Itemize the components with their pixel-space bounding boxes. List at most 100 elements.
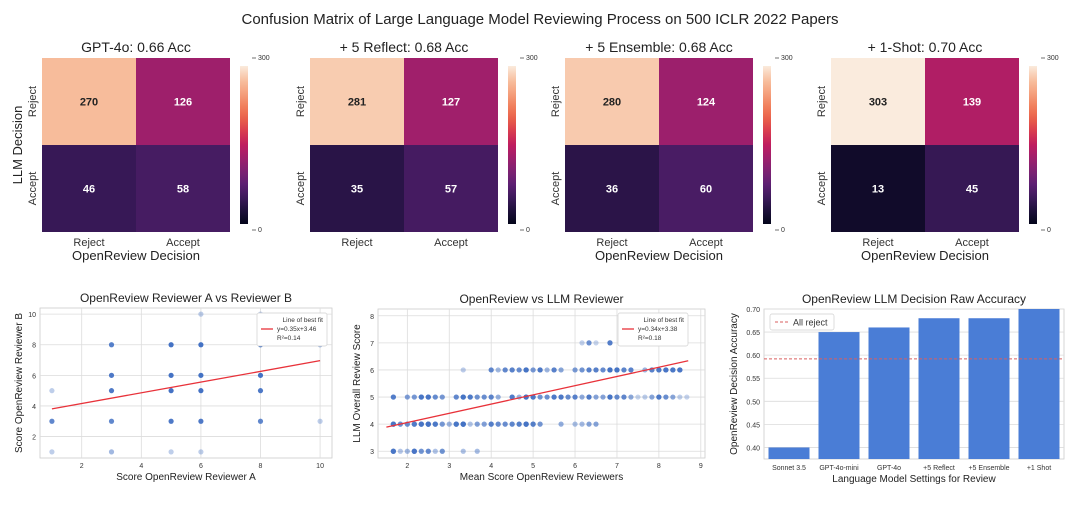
scatter-point [495,421,501,427]
scatter-point [537,394,543,400]
heatmap-x-axis-label: OpenReview Decision [861,248,989,263]
heatmap-cell [659,58,753,145]
x-tick-label: 8 [259,463,263,470]
scatter-point [411,448,417,454]
scatter-point [439,394,445,400]
bar [768,447,810,459]
x-tick-label: +1 Shot [1027,465,1051,472]
scatter-point [425,448,431,454]
y-tick-label: 0.40 [746,445,760,452]
scatter-point [418,421,424,427]
scatter-point [425,394,431,400]
y-tick-label: 4 [370,422,374,429]
scatter-point [439,421,445,427]
scatter-point [488,421,494,427]
heatmap-col-label: Reject [73,237,104,249]
x-tick-label: GPT-4o [877,465,901,472]
scatter-point [257,388,264,394]
scatter-point [168,388,174,394]
scatter-point [579,367,585,373]
heatmap-cell [925,58,1019,145]
heatmap-cell [831,58,925,145]
colorbar-tick-label: 0 [781,227,785,234]
heatmap-cell-value: 280 [603,97,621,109]
heatmap-row-label: Accept [27,172,39,206]
legend-r-squared: R²=0.14 [277,335,301,342]
scatter-point [418,394,424,400]
scatter-point [453,421,459,427]
scatter-point [495,394,501,400]
y-tick-label: 8 [370,314,374,321]
confusion-matrix: 303 139 13 45 + 1-Shot: 0.70 Acc Reject Accept… [816,39,1059,263]
x-tick-label: 6 [573,463,577,470]
heatmap-cell-value: 35 [351,184,363,196]
scatter-point [474,421,480,427]
heatmap-col-label: Reject [341,237,372,249]
scatter-point [411,421,417,427]
heatmap-y-axis-label: LLM Decision [10,106,25,185]
heatmap-cell-value: 46 [83,184,95,196]
scatter-point [453,394,459,400]
scatter-point [168,342,174,348]
x-tick-label: Sonnet 3.5 [772,465,806,472]
scatter-point [460,367,466,373]
scatter-point [108,388,115,394]
heatmap-cell [310,58,404,145]
scatter-point [593,394,599,400]
scatter-point [530,421,536,427]
scatter-point [600,394,606,400]
scatter-point [198,311,204,317]
heatmap-cell [565,58,659,145]
legend-box [617,312,689,347]
heatmap-cell-value: 60 [700,184,712,196]
heatmap-row-label: Reject [295,86,307,117]
scatter-point [523,367,529,373]
scatter-point [411,394,417,400]
scatter-point [558,421,564,427]
scatter-point [593,340,599,346]
scatter-point [495,367,501,373]
heatmap-cell-value: 126 [174,97,192,109]
colorbar-tick-label: 0 [526,227,530,234]
scatter-point [663,367,669,373]
scatter-point [579,340,585,346]
scatter-point [572,394,578,400]
chart-title: OpenReview vs LLM Reviewer [459,292,623,306]
heatmap-cell-value: 281 [348,97,366,109]
scatter-point [168,418,174,424]
scatter-point [649,394,655,400]
scatter-point [390,394,396,400]
heatmap-cell [310,145,404,232]
legend-box [256,312,328,347]
scatter-point [257,418,264,424]
colorbar-tick-label: 300 [781,55,793,62]
heatmap-cell [565,145,659,232]
y-tick-label: 10 [28,312,36,319]
scatter-point [649,394,655,400]
scatter-point [572,421,578,427]
y-axis-label: Score OpenReview Reviewer B [14,313,25,453]
heatmap-row-label: Accept [295,172,307,206]
scatter-point [593,367,599,373]
scatter-point [586,421,592,427]
x-tick-label: 2 [80,463,84,470]
x-tick-label: 6 [199,463,203,470]
scatter-point [411,394,417,400]
scatter-point [425,421,431,427]
scatter-point [460,448,466,454]
scatter-point [488,367,494,373]
heatmap-col-label: Accept [434,237,468,249]
scatter-point [579,394,585,400]
scatter-point [558,394,564,400]
scatter-point [579,421,585,427]
scatter-point [565,394,571,400]
heatmap-x-axis-label: OpenReview Decision [595,248,723,263]
heatmap-title: + 1-Shot: 0.70 Acc [868,39,983,55]
colorbar-tick-label: 300 [526,55,538,62]
x-tick-label: 3 [447,463,451,470]
heatmap-row-label: Reject [27,86,39,117]
scatter-point [467,394,473,400]
scatter-point [502,367,508,373]
scatter-point [593,421,599,427]
scatter-point [579,394,585,400]
